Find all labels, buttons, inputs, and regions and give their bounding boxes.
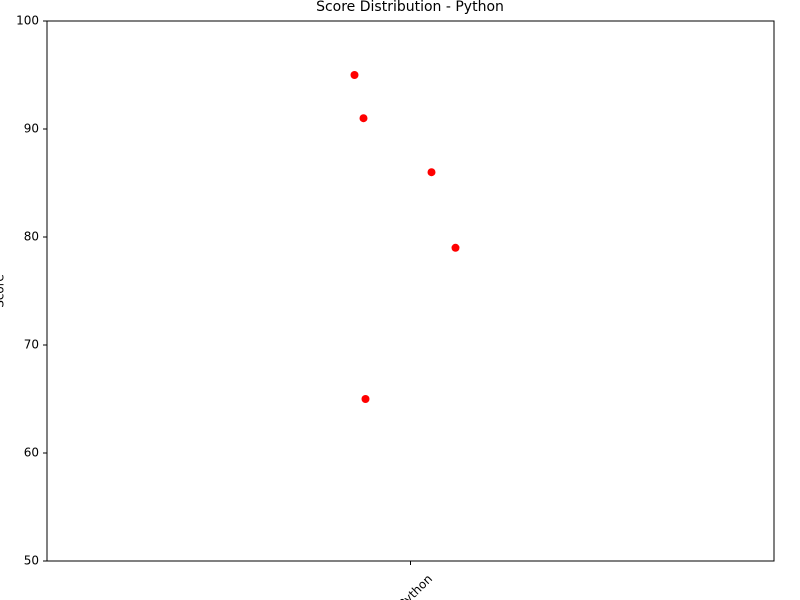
point xyxy=(350,71,359,79)
y-tick-label: 100 xyxy=(16,14,39,28)
point xyxy=(451,243,460,252)
x-tick-label: Python xyxy=(396,572,435,600)
y-tick-label: 80 xyxy=(24,230,39,244)
y-tick-label: 70 xyxy=(24,338,39,352)
y-tick-label: 50 xyxy=(24,554,39,568)
plot-frame xyxy=(46,20,775,562)
point xyxy=(427,168,436,177)
point xyxy=(359,114,368,123)
point xyxy=(361,395,370,403)
y-tick-label: 90 xyxy=(24,122,39,136)
y-axis-label: Score xyxy=(0,274,7,308)
chart-title: Score Distribution - Python xyxy=(316,0,504,15)
y-tick-label: 60 xyxy=(24,446,39,460)
